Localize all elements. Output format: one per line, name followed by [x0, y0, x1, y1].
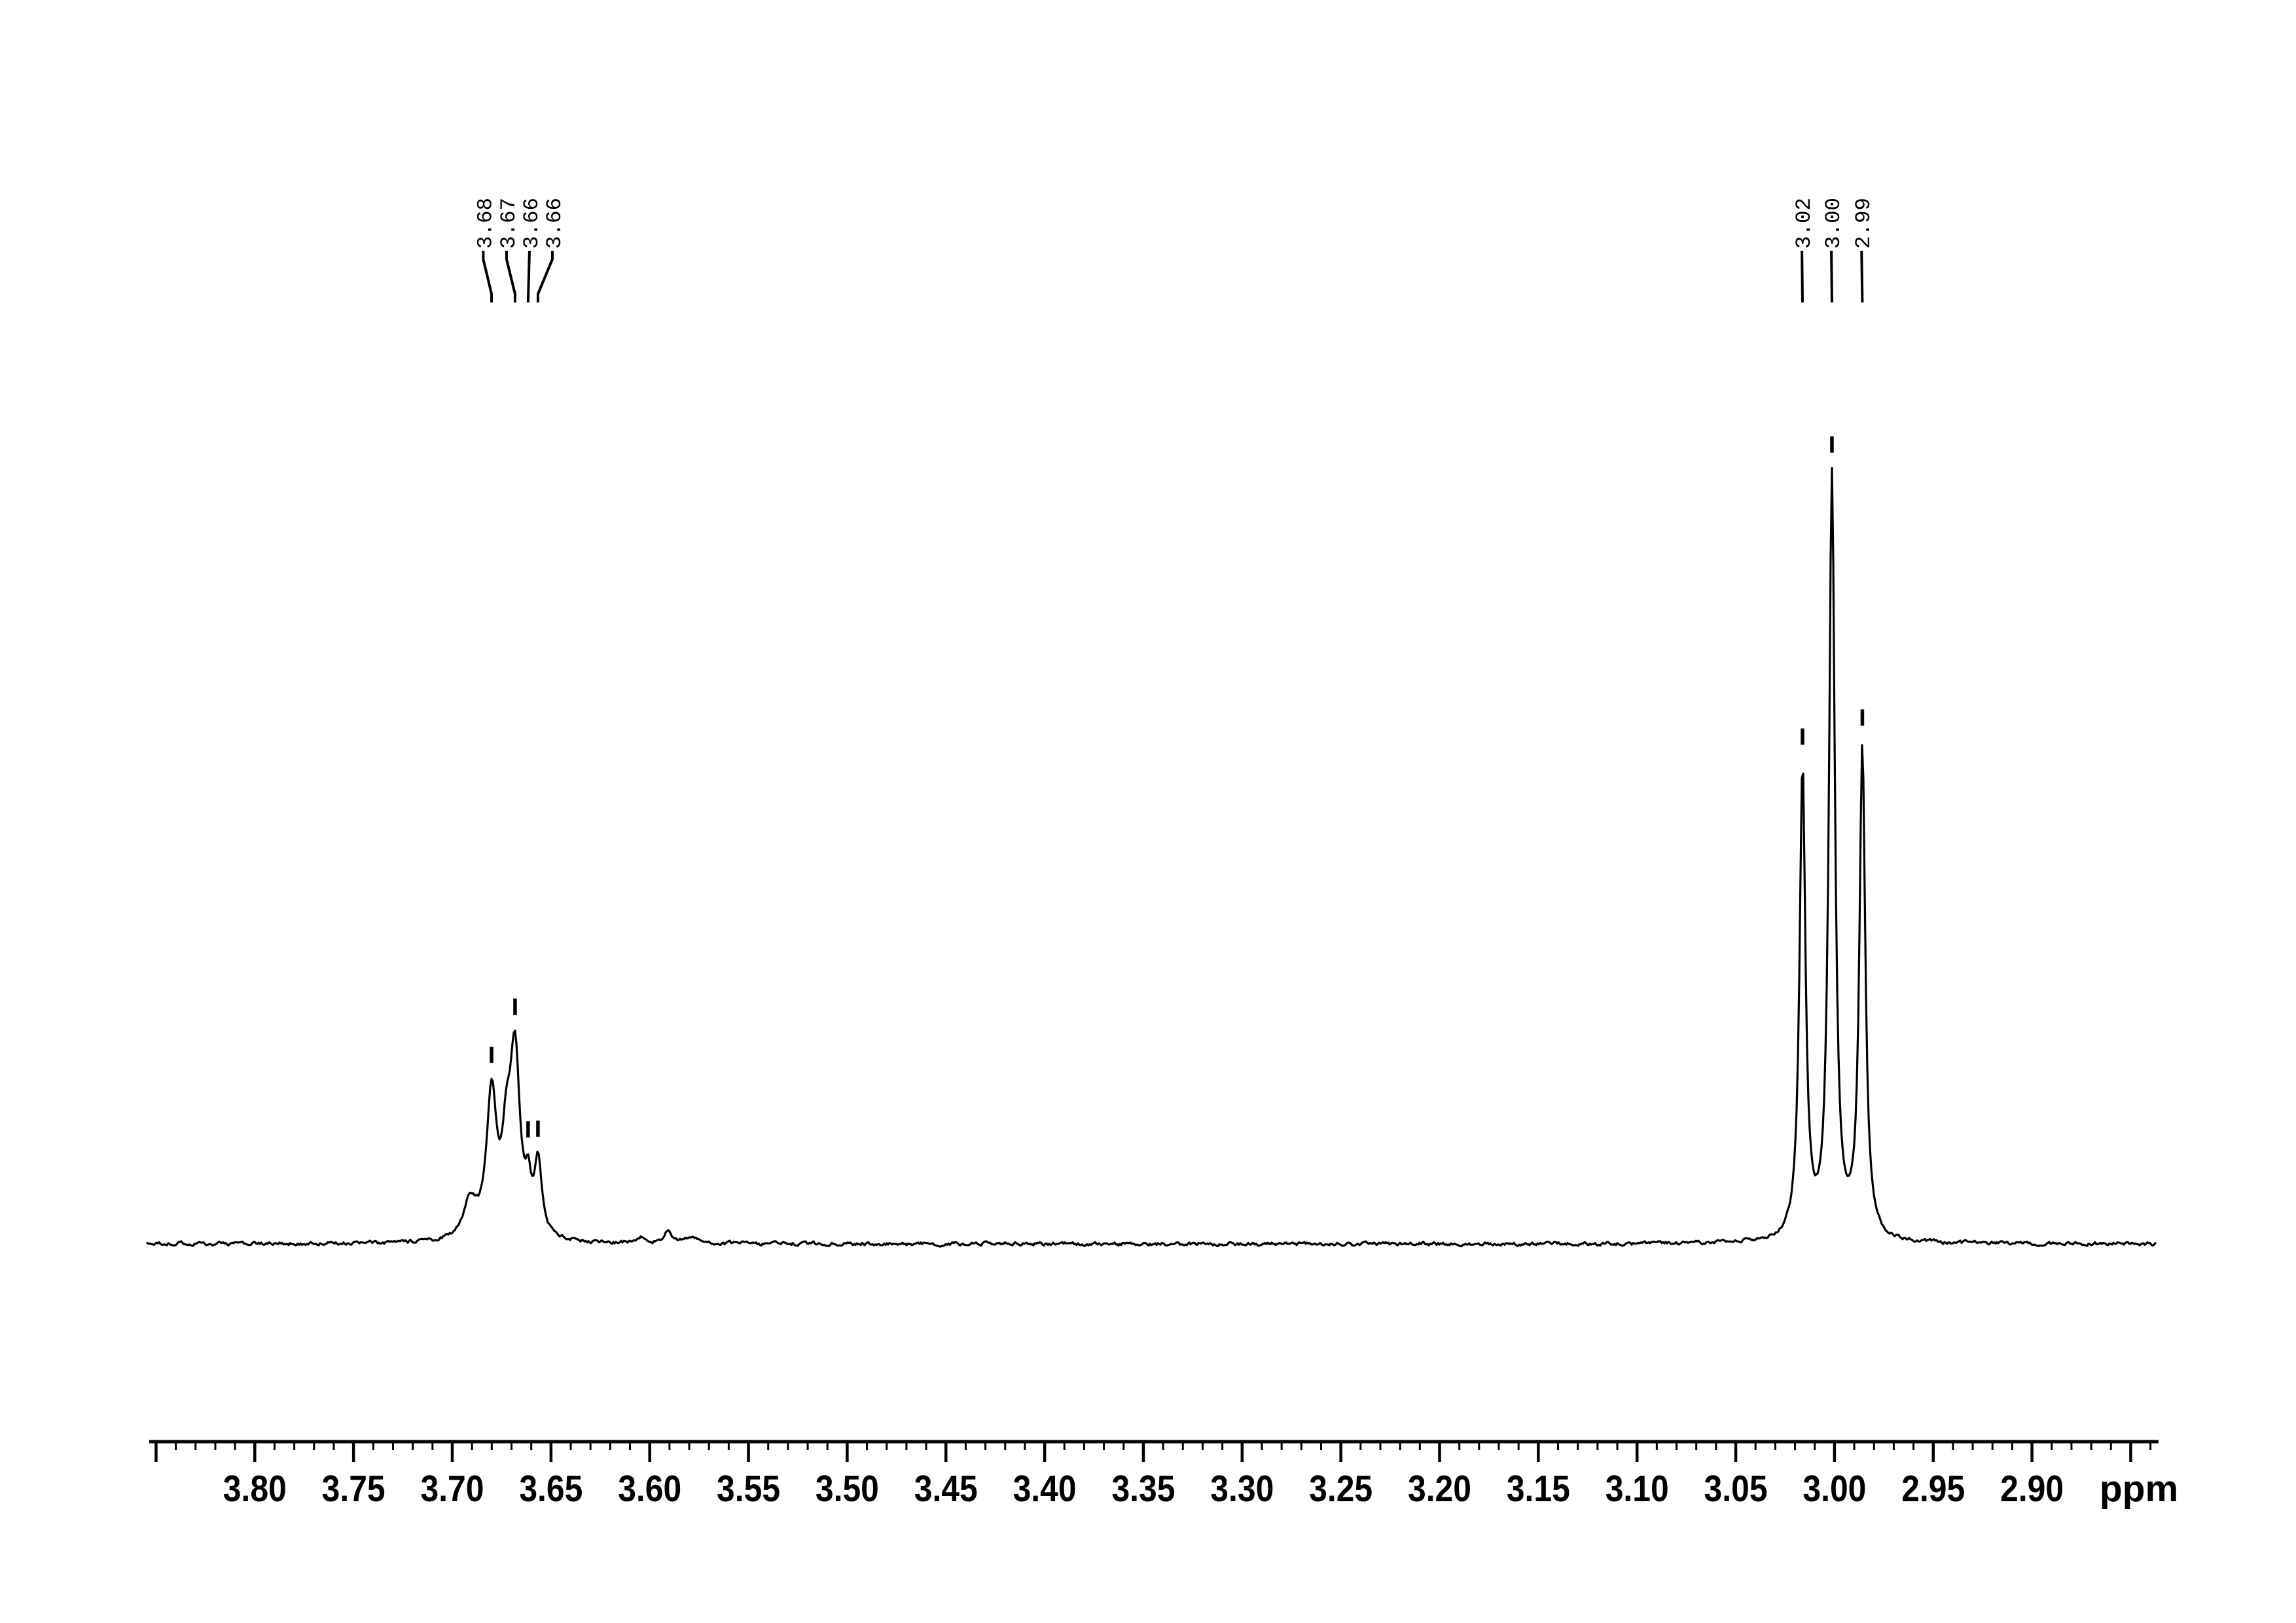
x-axis-unit-label: ppm	[2100, 1468, 2178, 1510]
peak-label-leader	[505, 251, 516, 302]
x-axis-tick-label: 3.10	[1605, 1468, 1669, 1510]
x-axis-tick-label: 3.55	[717, 1468, 780, 1510]
peak-label-leader	[482, 251, 493, 302]
peak-label: 3.02	[1792, 198, 1816, 249]
peak-label-leader	[526, 250, 531, 303]
spectrum-trace-group	[146, 467, 2157, 1248]
x-axis-tick-label: 3.35	[1111, 1468, 1175, 1510]
x-axis-tick-label: 2.90	[2000, 1468, 2064, 1510]
x-axis-tick-label: 3.60	[618, 1468, 681, 1510]
peak-label-leader	[1801, 250, 1804, 303]
x-axis-tick-label: 3.30	[1210, 1468, 1274, 1510]
x-axis-tick-label: 3.20	[1408, 1468, 1471, 1510]
x-axis-tick-label: 3.05	[1704, 1468, 1768, 1510]
peak-label: 3.68	[473, 198, 497, 249]
x-axis-tick-label: 3.75	[322, 1468, 386, 1510]
peak-label-leader	[536, 251, 554, 302]
x-axis-tick-label: 3.00	[1803, 1468, 1866, 1510]
x-axis-tick-label: 3.50	[816, 1468, 879, 1510]
peak-label: 3.66	[520, 198, 544, 249]
x-axis-tick-label: 3.40	[1013, 1468, 1077, 1510]
peak-annotations: 3.683.673.663.66 3.02 3.00 2.99	[473, 198, 1876, 1138]
spectrum-trace	[146, 467, 2157, 1248]
x-axis-tick-label: 3.25	[1309, 1468, 1372, 1510]
x-axis-tick-label: 3.70	[421, 1468, 484, 1510]
x-axis-tick-label: 2.95	[1901, 1468, 1965, 1510]
x-axis-tick-label: 3.15	[1507, 1468, 1570, 1510]
x-axis-tick-label: 3.45	[914, 1468, 978, 1510]
x-axis: 3.80 3.75 3.70 3.65 3.60 3.55 3.50 3.45 3.40 3.35…	[149, 1440, 2178, 1510]
peak-label: 3.66	[543, 198, 567, 249]
peak-label: 3.67	[497, 198, 521, 249]
peak-label-leader	[1830, 250, 1833, 303]
peak-label: 3.00	[1821, 198, 1846, 249]
peak-label-leader	[1860, 250, 1864, 303]
x-axis-tick-label: 3.65	[519, 1468, 583, 1510]
x-axis-tick-label: 3.80	[223, 1468, 287, 1510]
peak-label: 2.99	[1852, 198, 1876, 249]
